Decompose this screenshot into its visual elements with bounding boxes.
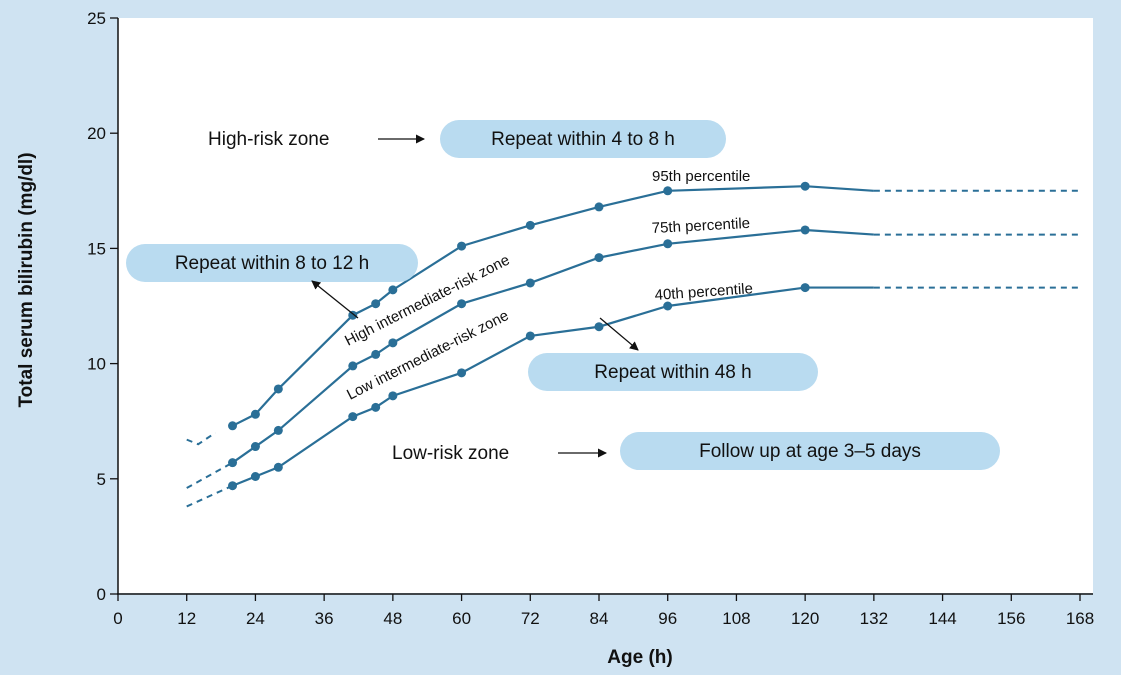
x-tick-label: 108	[722, 609, 750, 628]
y-tick-label: 25	[87, 9, 106, 28]
pill-high-intermediate-bg	[126, 244, 418, 282]
data-point-75th	[371, 349, 381, 359]
series-lead-in-75th	[186, 461, 234, 489]
data-point-95th	[594, 202, 604, 212]
data-point-40th	[348, 412, 358, 422]
pill-high-intermediate-text: Repeat within 8 to 12 h	[175, 253, 369, 274]
data-point-95th	[663, 186, 673, 196]
data-point-95th	[228, 421, 238, 431]
x-axis-title: Age (h)	[607, 647, 672, 668]
x-tick-label: 48	[383, 609, 402, 628]
pill-low-intermediate-bg	[528, 353, 818, 391]
data-point-95th	[348, 310, 358, 320]
data-point-40th	[525, 331, 535, 341]
data-point-40th	[663, 301, 673, 311]
data-point-40th	[371, 402, 381, 412]
data-point-95th	[371, 299, 381, 309]
data-point-40th	[250, 471, 260, 481]
x-tick-label: 144	[928, 609, 956, 628]
series-label-75th: 75th percentile	[651, 215, 750, 237]
data-point-40th	[388, 391, 398, 401]
series-label-95th: 95th percentile	[652, 168, 750, 185]
plot-background	[118, 18, 1093, 593]
series-line-75th	[231, 228, 874, 464]
x-tick-label: 84	[590, 609, 609, 628]
pill-high-text: Repeat within 4 to 8 h	[491, 129, 675, 150]
pill-high-intermediate-arrow	[311, 280, 359, 319]
data-point-75th	[800, 225, 810, 235]
series-layer	[186, 181, 1080, 508]
data-point-95th	[388, 285, 398, 295]
data-point-95th	[457, 241, 467, 251]
data-point-75th	[250, 442, 260, 452]
y-tick-label: 5	[97, 470, 106, 489]
x-axis-ticks: 0 12 24 36 48 60 72 84 96 108 120 132 144 156 168	[113, 594, 1094, 628]
x-tick-label: 120	[791, 609, 819, 628]
data-point-75th	[348, 361, 358, 371]
data-point-75th	[228, 458, 238, 468]
pill-low-intermediate-arrow	[599, 317, 639, 351]
y-tick-label: 0	[97, 585, 106, 604]
data-point-75th	[388, 338, 398, 348]
x-tick-label: 156	[997, 609, 1025, 628]
zone-label-low: Low-risk zone	[392, 443, 509, 464]
x-tick-label: 24	[246, 609, 265, 628]
x-tick-label: 132	[860, 609, 888, 628]
pill-low-bg	[620, 432, 1000, 470]
pill-low-intermediate-text: Repeat within 48 h	[594, 362, 751, 383]
data-point-75th	[594, 253, 604, 263]
pill-high-bg	[440, 120, 726, 158]
series-lead-in-95th	[186, 431, 216, 446]
x-tick-label: 96	[658, 609, 677, 628]
x-tick-label: 0	[113, 609, 122, 628]
x-tick-label: 36	[315, 609, 334, 628]
series-line-95th	[232, 185, 874, 427]
x-tick-label: 12	[177, 609, 196, 628]
data-point-95th	[273, 384, 283, 394]
data-point-75th	[663, 239, 673, 249]
x-tick-label: 60	[452, 609, 471, 628]
x-tick-label: 72	[521, 609, 540, 628]
data-point-40th	[594, 322, 604, 332]
data-point-75th	[457, 299, 467, 309]
data-point-40th	[457, 368, 467, 378]
y-axis-title: Total serum bilirubin (mg/dl)	[16, 152, 37, 407]
series-lead-in-40th	[186, 484, 233, 508]
data-point-75th	[525, 278, 535, 288]
data-point-95th	[250, 409, 260, 419]
data-point-95th	[800, 181, 810, 191]
series-label-40th: 40th percentile	[654, 280, 753, 304]
zone-label-high: High-risk zone	[208, 129, 329, 150]
y-tick-label: 15	[87, 239, 106, 258]
y-tick-label: 20	[87, 124, 106, 143]
y-axis-ticks: 0 5 10 15 20 25	[87, 9, 118, 604]
x-tick-label: 168	[1066, 609, 1094, 628]
data-point-40th	[228, 481, 238, 491]
data-point-95th	[525, 220, 535, 230]
data-point-40th	[800, 283, 810, 293]
y-tick-label: 10	[87, 355, 106, 374]
pill-low-text: Follow up at age 3–5 days	[699, 441, 921, 462]
data-point-75th	[273, 425, 283, 435]
data-point-40th	[273, 462, 283, 472]
